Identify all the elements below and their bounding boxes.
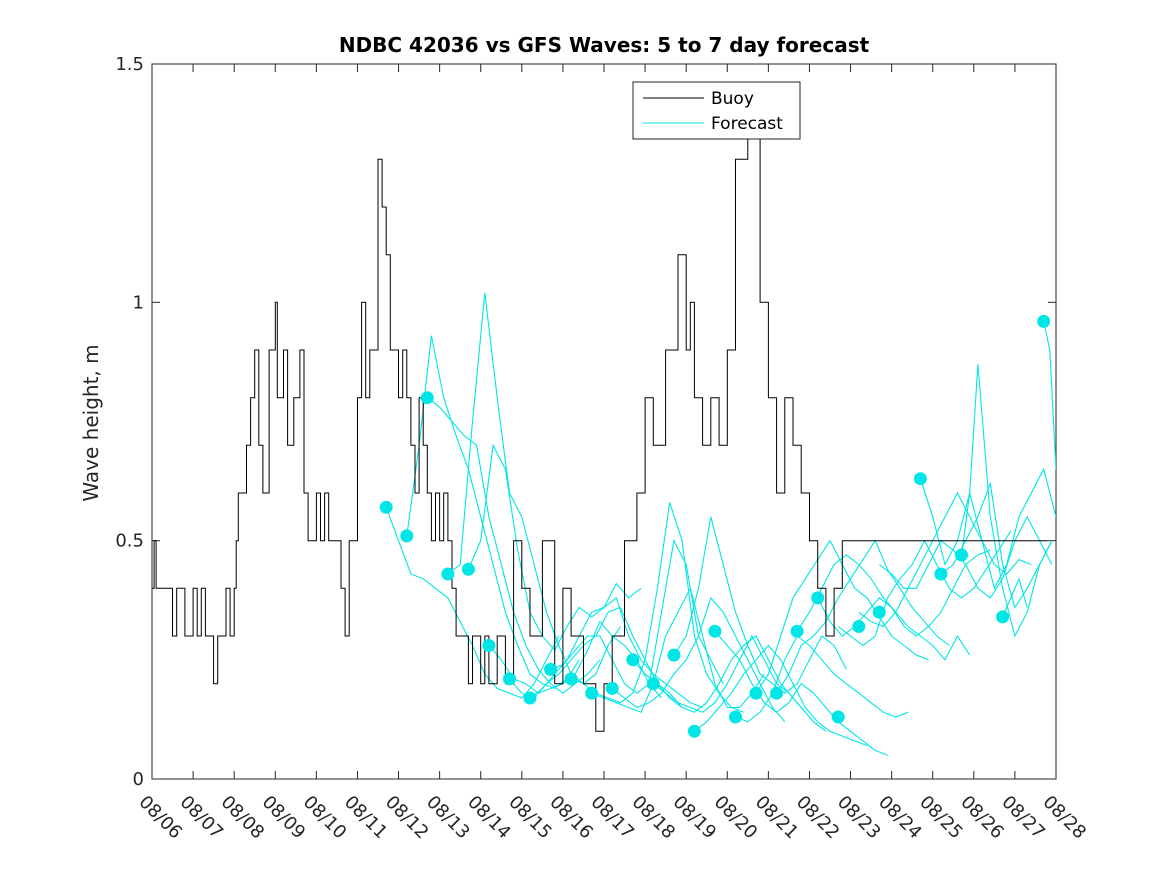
buoy-line xyxy=(152,111,1048,732)
forecast-marker xyxy=(441,567,455,581)
y-tick-label: 0.5 xyxy=(115,531,144,552)
x-tick-label: 08/12 xyxy=(381,792,433,844)
forecast-line-run16 xyxy=(694,644,868,747)
x-tick-label: 08/25 xyxy=(915,792,967,844)
x-tick-label: 08/28 xyxy=(1038,792,1090,844)
forecast-line-run15 xyxy=(673,516,847,694)
forecast-line-run21 xyxy=(796,554,971,661)
forecast-line-run26 xyxy=(919,467,1056,590)
forecast-marker xyxy=(729,710,742,724)
chart-title: NDBC 42036 vs GFS Waves: 5 to 7 day fore… xyxy=(339,33,870,57)
forecast-line-run30 xyxy=(1043,321,1056,470)
x-tick-label: 08/11 xyxy=(340,792,392,844)
forecast-marker xyxy=(605,681,619,695)
forecast-line-run12 xyxy=(611,596,786,723)
forecast-line-run13 xyxy=(632,635,806,713)
legend: Buoy Forecast xyxy=(632,81,801,140)
x-tick-label: 08/16 xyxy=(545,792,597,844)
forecast-marker xyxy=(811,591,825,605)
x-tick-label: 08/08 xyxy=(217,792,269,844)
forecast-marker xyxy=(667,648,681,662)
forecast-line-run2 xyxy=(406,335,580,690)
forecast-marker xyxy=(913,472,927,486)
forecast-marker xyxy=(872,605,886,619)
forecast-marker xyxy=(564,672,578,686)
forecast-marker xyxy=(852,620,866,633)
forecast-marker xyxy=(626,653,640,667)
forecast-marker xyxy=(708,624,722,638)
forecast-marker xyxy=(379,500,393,514)
forecast-marker xyxy=(996,610,1010,624)
forecast-line-run11 xyxy=(591,586,765,714)
x-tick-label: 08/18 xyxy=(628,792,680,844)
forecast-line-run10 xyxy=(570,502,744,713)
forecast-marker xyxy=(646,677,660,691)
forecast-line-run29 xyxy=(1002,577,1028,618)
y-tick-label: 1.5 xyxy=(115,54,144,75)
forecast-marker xyxy=(831,710,845,724)
series-layer xyxy=(152,111,1056,756)
forecast-marker xyxy=(461,562,475,576)
forecast-marker xyxy=(955,548,968,562)
x-tick-label: 08/10 xyxy=(299,792,351,844)
forecast-line-run8 xyxy=(529,596,703,709)
forecast-marker xyxy=(544,662,558,676)
x-tick-label: 08/26 xyxy=(956,792,1008,844)
forecast-line-run28 xyxy=(960,364,1053,638)
forecast-line-run20 xyxy=(776,539,950,694)
x-tick-label: 08/09 xyxy=(258,792,310,844)
x-tick-label: 08/19 xyxy=(669,792,721,844)
x-tick-label: 08/07 xyxy=(176,792,228,844)
forecast-marker xyxy=(503,672,516,686)
forecast-line-run17 xyxy=(714,630,888,756)
forecast-marker xyxy=(400,529,414,543)
forecast-line-run9 xyxy=(550,538,724,694)
x-tick-label: 08/20 xyxy=(710,792,762,844)
y-axis-label: Wave height, m xyxy=(79,344,103,501)
forecast-marker xyxy=(770,686,784,700)
forecast-line-run24 xyxy=(858,491,1032,628)
x-tick-label: 08/14 xyxy=(463,792,515,844)
x-tick-label: 08/21 xyxy=(751,792,803,844)
legend-buoy-label: Buoy xyxy=(711,89,754,109)
forecast-marker xyxy=(749,686,763,700)
x-tick-label: 08/13 xyxy=(422,792,474,844)
forecast-line-run4 xyxy=(447,292,621,685)
forecast-marker xyxy=(934,567,948,581)
forecast-marker xyxy=(790,624,804,638)
y-axis: 0 0.5 1 1.5 xyxy=(115,54,1056,790)
x-tick-label: 08/23 xyxy=(833,792,885,844)
y-tick-label: 1 xyxy=(133,292,144,313)
plot-area xyxy=(151,63,1057,780)
legend-forecast-label: Forecast xyxy=(711,114,783,134)
forecast-marker xyxy=(585,686,599,700)
y-tick-label: 0 xyxy=(133,769,144,790)
x-tick-label: 08/24 xyxy=(874,792,926,844)
forecast-marker xyxy=(482,639,496,652)
x-tick-label: 08/17 xyxy=(586,792,638,844)
forecast-marker xyxy=(1037,314,1051,328)
x-tick-label: 08/15 xyxy=(504,792,556,844)
forecast-line-run25 xyxy=(878,515,1053,599)
x-tick-label: 08/22 xyxy=(792,792,844,844)
forecast-marker xyxy=(687,724,701,738)
forecast-marker xyxy=(420,391,434,405)
x-tick-label: 08/27 xyxy=(997,792,1049,844)
forecast-marker xyxy=(523,691,537,705)
legend-box xyxy=(632,81,801,140)
forecast-line-run18 xyxy=(735,635,909,723)
x-tick-label: 08/06 xyxy=(134,792,186,844)
